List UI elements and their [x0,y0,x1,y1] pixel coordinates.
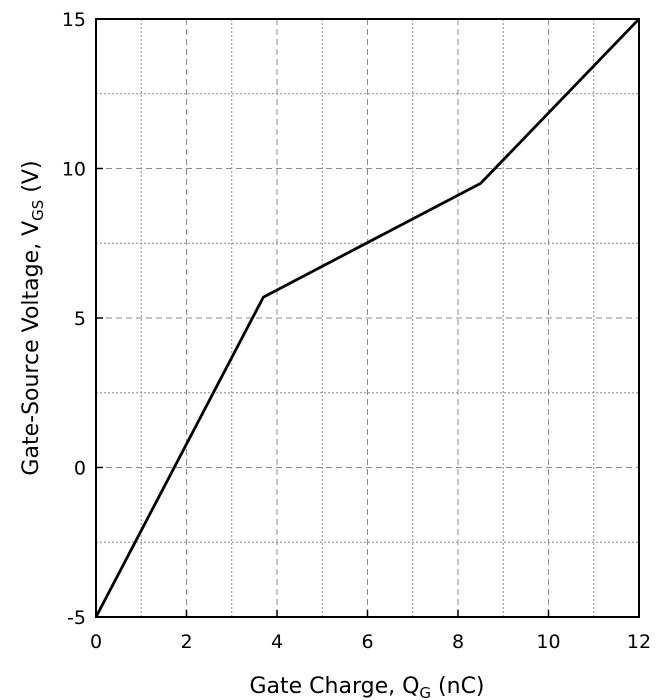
y-axis-title: Gate-Source Voltage, VGS (V) [19,160,47,475]
series-layer [94,18,641,618]
x-tick-label: 4 [271,631,283,653]
y-axis-title-unit: (V) [19,160,44,199]
y-tick-label: 5 [74,308,86,330]
x-tick-label: 6 [361,631,373,653]
grid [96,19,639,617]
y-tick-label: 0 [74,458,86,480]
x-axis-title: Gate Charge, QG (nC) [249,674,484,700]
y-axis-title-subscript: GS [29,200,47,221]
x-axis-title-main: Gate Charge, Q [249,674,419,699]
y-axis-title-main: Gate-Source Voltage, V [19,221,44,476]
x-tick-label: 2 [180,631,192,653]
x-tick-label: 10 [536,631,560,653]
x-axis-title-unit: (nC) [431,674,484,699]
gate-charge-line [94,18,641,618]
y-tick-label: -5 [67,607,86,629]
y-tick-label: 10 [62,159,86,181]
x-tick-label: 12 [627,631,651,653]
x-tick-label: 0 [90,631,102,653]
y-axis: -5 0 5 10 15 [62,9,103,629]
x-tick-label: 8 [452,631,464,653]
x-axis-title-subscript: G [419,684,431,700]
y-tick-label: 15 [62,9,86,31]
x-axis: 0 2 4 6 8 10 12 [90,610,651,653]
